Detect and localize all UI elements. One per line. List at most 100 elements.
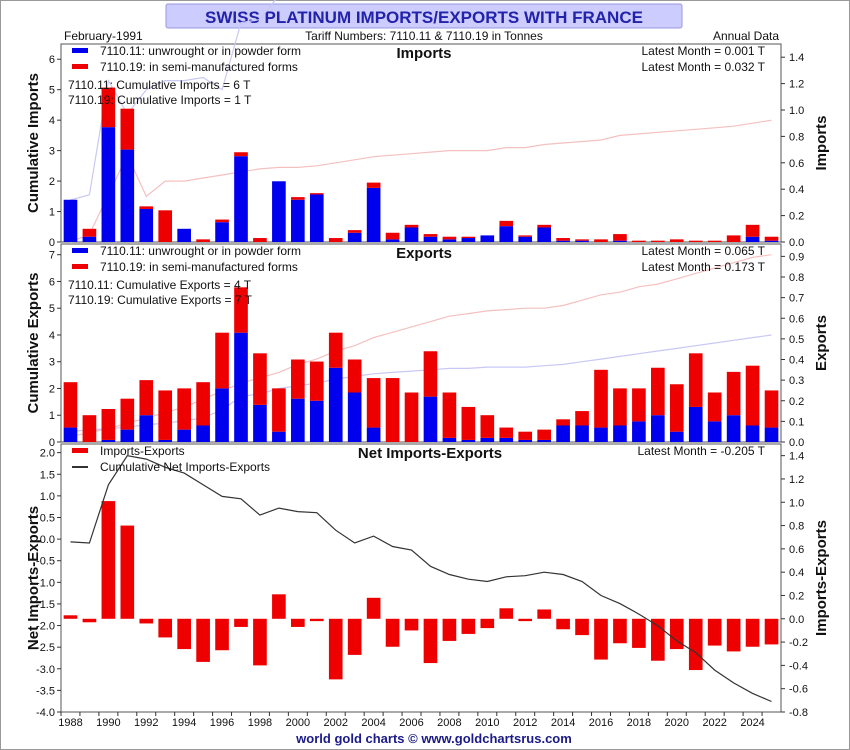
bar-unwrought	[423, 396, 438, 442]
left-tick-label: 4	[49, 115, 55, 127]
left-tick-label: 2.0	[40, 448, 55, 460]
x-tick-label: 1998	[248, 717, 272, 729]
right-tick-label: -0.8	[789, 707, 808, 719]
bar-net	[82, 618, 97, 623]
bar-net	[632, 618, 646, 648]
bar-semi	[328, 332, 343, 368]
bar-unwrought	[385, 239, 400, 242]
plot-area	[60, 443, 782, 713]
left-tick-label: 7	[49, 250, 55, 262]
bar-semi	[518, 235, 533, 237]
latest-unwrought: Latest Month = 0.001 T	[641, 44, 765, 58]
left-tick-label: -0.5	[36, 556, 55, 568]
left-axis-label: Net Imports-Exports	[25, 506, 42, 650]
right-tick-label: 1.0	[789, 105, 804, 117]
left-tick-label: -3.5	[36, 685, 55, 697]
bar-semi	[82, 228, 97, 237]
bar-semi	[745, 365, 760, 426]
bar-semi	[215, 332, 229, 389]
bar-unwrought	[347, 392, 362, 442]
bar-unwrought	[347, 232, 362, 242]
right-tick-label: 0.6	[789, 313, 804, 325]
bar-semi	[707, 240, 722, 242]
bar-net	[537, 609, 551, 619]
bar-semi	[385, 232, 400, 240]
right-tick-label: -0.2	[789, 637, 808, 649]
bar-net	[234, 618, 248, 627]
cumulative-unwrought-line	[70, 0, 276, 201]
bar-net	[594, 618, 608, 660]
bar-semi	[613, 388, 627, 426]
bar-unwrought	[537, 227, 551, 242]
left-tick-label: 2	[49, 383, 55, 395]
bar-net	[385, 618, 400, 647]
bar-semi	[764, 390, 779, 428]
plot-area	[60, 43, 782, 243]
bar-semi	[499, 427, 514, 438]
right-tick-label: 1.0	[789, 497, 804, 509]
bar-net	[253, 618, 267, 666]
bar-semi	[461, 236, 476, 239]
bar-semi	[461, 406, 476, 440]
x-tick-label: 2000	[286, 717, 310, 729]
bar-net	[423, 618, 438, 664]
right-tick-label: 0.5	[789, 334, 804, 346]
left-tick-label: 1	[49, 410, 55, 422]
bar-unwrought	[726, 415, 741, 442]
bar-semi	[404, 392, 419, 442]
bar-semi	[518, 431, 533, 440]
bar-unwrought	[442, 437, 457, 442]
right-tick-label: 0.2	[789, 590, 804, 602]
left-tick-label: 1	[49, 207, 55, 219]
x-tick-label: 2022	[702, 717, 726, 729]
latest-net: Latest Month = -0.205 T	[637, 444, 765, 458]
bar-unwrought	[120, 149, 135, 242]
bar-semi	[537, 429, 551, 440]
x-tick-label: 1994	[172, 717, 196, 729]
bar-net	[139, 618, 154, 624]
right-tick-label: 1.2	[789, 79, 804, 91]
bar-unwrought	[272, 181, 286, 242]
legend-label-unwrought: 7110.11: unwrought or in powder form	[100, 244, 301, 258]
bar-semi	[537, 224, 551, 228]
bar-semi	[82, 415, 97, 442]
bar-unwrought	[499, 226, 514, 242]
bar-unwrought	[594, 427, 608, 442]
bar-unwrought	[461, 439, 476, 442]
bar-semi	[594, 239, 608, 242]
bar-unwrought	[366, 187, 381, 242]
x-tick-label: 2014	[551, 717, 575, 729]
bar-net	[328, 618, 343, 680]
bar-unwrought	[366, 427, 381, 442]
bar-semi	[196, 239, 210, 242]
data-frequency: Annual Data	[713, 29, 779, 43]
bar-semi	[328, 238, 343, 242]
bar-semi	[120, 398, 135, 430]
right-tick-label: 0.3	[789, 375, 804, 387]
left-tick-label: 0.0	[40, 534, 55, 546]
latest-semi: Latest Month = 0.032 T	[641, 60, 765, 74]
bar-semi	[385, 378, 400, 442]
bar-net	[499, 608, 514, 619]
data-date: February-1991	[64, 29, 143, 43]
bar-net	[575, 618, 589, 636]
bar-unwrought	[120, 429, 135, 442]
left-tick-label: -1.5	[36, 599, 55, 611]
latest-unwrought: Latest Month = 0.065 T	[641, 244, 765, 258]
left-tick-label: 2	[49, 176, 55, 188]
bar-semi	[745, 224, 760, 237]
bar-unwrought	[309, 400, 324, 442]
bar-unwrought	[613, 240, 627, 242]
bar-net	[518, 618, 533, 622]
bar-unwrought	[442, 239, 457, 242]
bar-unwrought	[215, 222, 229, 242]
bar-unwrought	[707, 421, 722, 442]
bar-unwrought	[764, 240, 779, 242]
bar-unwrought	[461, 238, 476, 242]
bar-unwrought	[234, 332, 248, 442]
bar-semi	[423, 351, 438, 397]
bar-unwrought	[177, 429, 191, 442]
right-tick-label: 0.6	[789, 544, 804, 556]
bar-net	[158, 618, 173, 638]
bar-net	[291, 618, 305, 627]
